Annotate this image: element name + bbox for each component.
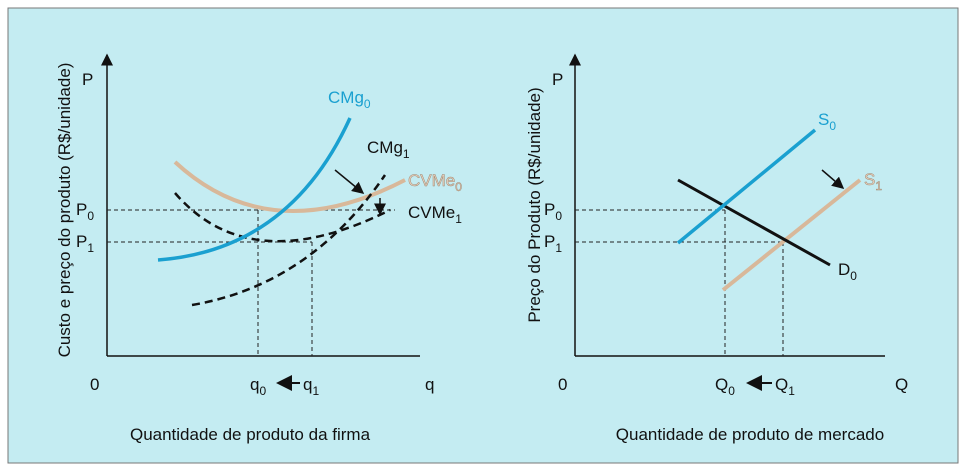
curve-label: CVMe1: [408, 203, 462, 226]
y-axis-title: Preço do Produto (R$/unidade): [525, 87, 544, 322]
price-label: P1: [544, 232, 562, 255]
x-axis-label: q: [425, 375, 434, 394]
curve-label: CVMe0: [408, 171, 462, 194]
price-label: P0: [544, 200, 562, 223]
cmg1-curve: [191, 174, 387, 307]
y-axis-label: P: [82, 70, 93, 89]
shift-arrow: [334, 169, 365, 194]
curve-label: S1: [864, 170, 882, 193]
background: [7, 7, 959, 464]
cmg0-curve: [157, 117, 352, 262]
price-label: P1: [76, 232, 94, 255]
s1-line: [721, 178, 862, 292]
y-axis-label: P: [552, 70, 563, 89]
x-axis-label: Q: [895, 375, 908, 394]
curve-label: D0: [838, 260, 857, 283]
y-axis-title: Custo e preço do produto (R$/unidade): [55, 63, 74, 358]
quantity-label: q0: [250, 375, 266, 398]
s0-line: [676, 128, 817, 245]
d0-line: [677, 178, 831, 267]
origin: 0: [90, 375, 99, 394]
curve-label: CMg1: [367, 138, 410, 161]
x-axis-title: Quantidade de produto de mercado: [616, 425, 884, 444]
curve-label: CMg0: [328, 88, 371, 111]
right-panel: Preço do Produto (R$/unidade) Quantidade…: [525, 53, 908, 444]
guide-lines: [107, 209, 395, 356]
quantity-label: Q1: [775, 375, 795, 398]
curve-label: S0: [818, 110, 836, 133]
cvme1-curve: [174, 192, 391, 243]
price-label: P0: [76, 200, 94, 223]
shift-arrow: [821, 169, 845, 189]
origin: 0: [558, 375, 567, 394]
left-panel: Custo e preço do produto (R$/unidade) Qu…: [55, 53, 462, 444]
quantity-label: Q0: [715, 375, 735, 398]
x-axis-title: Quantidade de produto da firma: [130, 425, 371, 444]
quantity-label: q1: [303, 375, 319, 398]
